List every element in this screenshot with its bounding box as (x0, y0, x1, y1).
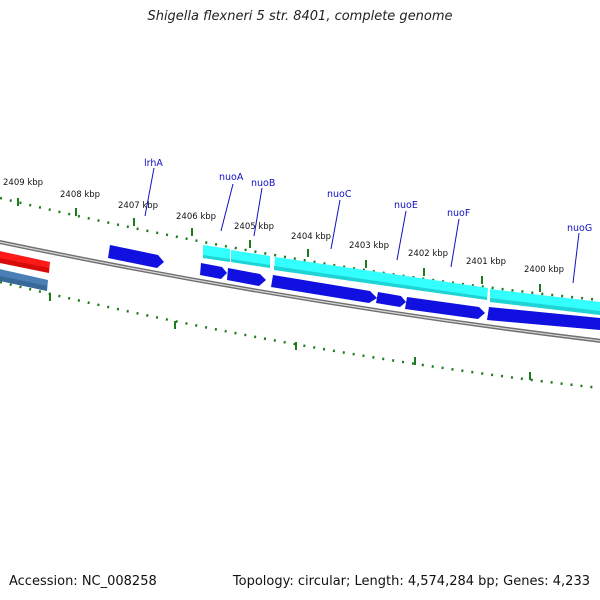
gene-label-nuog: nuoG (567, 223, 592, 234)
gene-label-nuof: nuoF (447, 208, 470, 219)
scale-label: 2406 kbp (176, 212, 216, 222)
genome-summary: Topology: circular; Length: 4,574,284 bp… (232, 574, 590, 589)
scale-label: 2403 kbp (349, 241, 389, 251)
gene-label-nuoe: nuoE (394, 200, 418, 211)
gene-label-nuoa: nuoA (219, 172, 244, 183)
gene-label-lrha: lrhA (144, 158, 163, 169)
scale-label: 2408 kbp (60, 190, 100, 200)
scale-labels: 2409 kbp 2408 kbp 2407 kbp 2406 kbp 2405… (3, 178, 564, 275)
map-title: Shigella flexneri 5 str. 8401, complete … (147, 9, 453, 24)
trna-feature (0, 269, 48, 291)
gene-label-nuob: nuoB (251, 178, 275, 189)
scale-label: 2401 kbp (466, 257, 506, 267)
scale-label: 2405 kbp (234, 222, 274, 232)
gene-label-nuoc: nuoC (327, 189, 352, 200)
gene-track (203, 245, 600, 315)
inner-major-ticks (49, 293, 531, 380)
scale-label: 2409 kbp (3, 178, 43, 188)
accession-text: Accession: NC_008258 (9, 574, 157, 589)
gene-label-leaders (144, 167, 580, 284)
gene-labels: lrhA nuoA nuoB nuoC nuoE nuoF nuoG (144, 158, 592, 234)
rrna-feature (0, 251, 50, 273)
scale-label: 2407 kbp (118, 201, 158, 211)
cds-track (108, 245, 600, 330)
backbone (0, 240, 600, 343)
major-ticks (17, 198, 541, 292)
scale-label: 2402 kbp (408, 249, 448, 259)
scale-label: 2400 kbp (524, 265, 564, 275)
scale-label: 2404 kbp (291, 232, 331, 242)
